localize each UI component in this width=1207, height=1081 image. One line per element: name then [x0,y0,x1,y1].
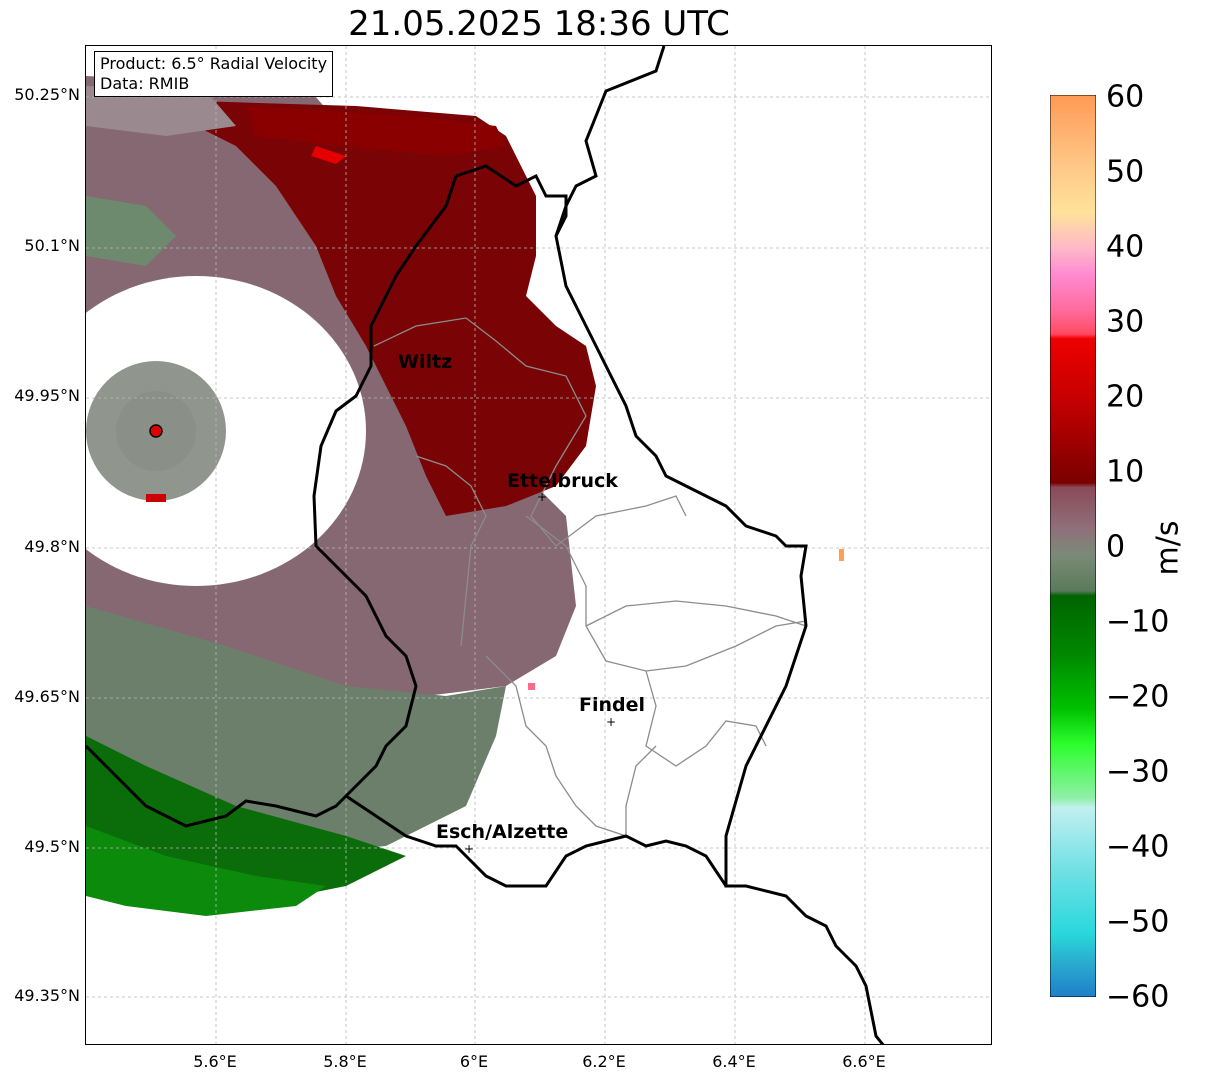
colorbar-tick-20: 20 [1106,379,1145,415]
radar-site-marker [149,424,163,438]
svg-text:+: + [537,490,547,504]
colorbar-tick-minus20: −20 [1106,679,1170,715]
city-ettelbruck: Ettelbruck [507,470,618,492]
colorbar-tick-10: 10 [1106,454,1145,490]
echo-pale-top [86,86,236,136]
data-source-label: Data: RMIB [100,74,190,93]
colorbar-tick-minus10: −10 [1106,604,1170,640]
echo-maroon-top [246,106,506,156]
colorbar-tick-minus60: −60 [1106,979,1170,1015]
svg-text:+: + [464,842,474,856]
echo-green-south [86,826,326,916]
product-label: Product: 6.5° Radial Velocity [100,54,328,73]
city-labels: Wiltz Ettelbruck + Findel + Esch/Alzette… [398,351,645,856]
lon-tick-6.6: 6.6°E [842,1052,886,1071]
echo-red-speck [146,494,166,502]
lat-tick-49.35: 49.35°N [14,986,80,1005]
lat-tick-49.5: 49.5°N [24,837,80,856]
echo-pink-speck [528,683,535,690]
colorbar-unit-label: m/s [1150,520,1186,576]
lat-tick-50.1: 50.1°N [24,236,80,255]
echo-maroon-region [196,101,596,516]
city-esch-alzette: Esch/Alzette [436,821,568,843]
colorbar-tick-30: 30 [1106,304,1145,340]
colorbar-tick-0: 0 [1106,529,1126,565]
graticule [86,46,991,1044]
lon-tick-5.8: 5.8°E [323,1052,367,1071]
echo-green-top-left [86,196,176,266]
lat-tick-49.65: 49.65°N [14,687,80,706]
lon-tick-6.2: 6.2°E [582,1052,626,1071]
city-wiltz: Wiltz [398,351,452,373]
radar-echoes [86,76,844,916]
lon-tick-5.6: 5.6°E [193,1052,237,1071]
colorbar-tick-60: 60 [1106,79,1145,115]
colorbar-tick-minus40: −40 [1106,829,1170,865]
radar-map[interactable]: Wiltz Ettelbruck + Findel + Esch/Alzette… [85,45,992,1045]
colorbar [1050,95,1096,997]
svg-text:+: + [606,715,616,729]
colorbar-tick-40: 40 [1106,229,1145,265]
lon-tick-6: 6°E [459,1052,489,1071]
colorbar-tick-minus30: −30 [1106,754,1170,790]
lat-tick-49.8: 49.8°N [24,537,80,556]
map-title: 21.05.2025 18:36 UTC [348,4,730,44]
product-info-box: Product: 6.5° Radial Velocity Data: RMIB [94,51,334,97]
lat-tick-50.25: 50.25°N [14,85,80,104]
lon-tick-6.4: 6.4°E [712,1052,756,1071]
district-boundaries [373,317,807,837]
echo-red-flecks [311,146,346,164]
colorbar-tick-minus50: −50 [1106,904,1170,940]
echo-orange-speck [839,549,844,561]
colorbar-tick-50: 50 [1106,154,1145,190]
map-canvas: Wiltz Ettelbruck + Findel + Esch/Alzette… [86,46,991,1044]
national-borders [86,46,885,1044]
lat-tick-49.95: 49.95°N [14,386,80,405]
city-findel: Findel [579,694,645,716]
